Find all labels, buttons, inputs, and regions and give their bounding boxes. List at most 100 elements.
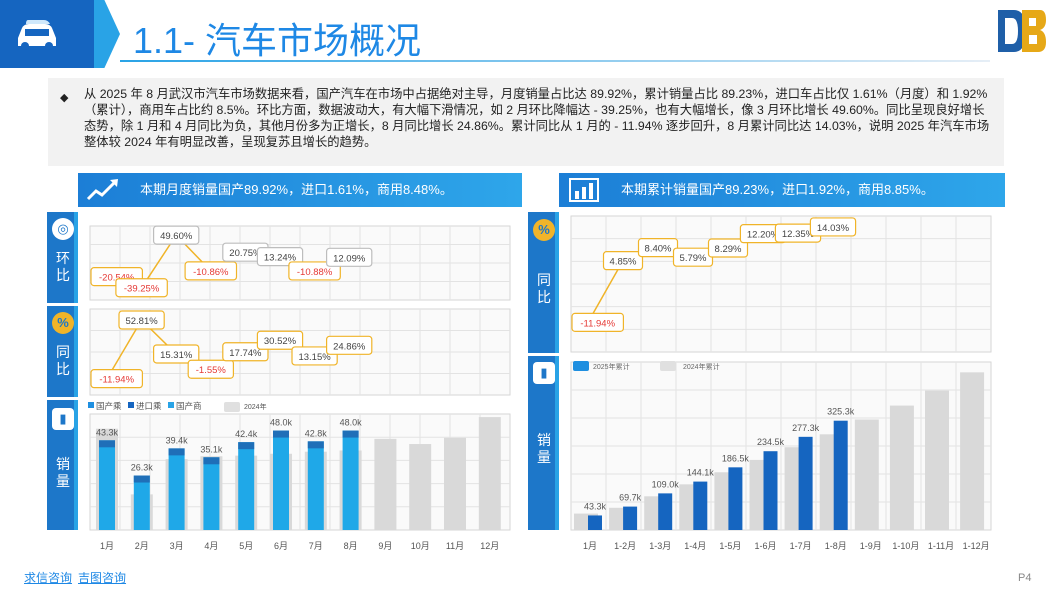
yoy-data-label-box xyxy=(291,346,338,366)
cum-bar-2025 xyxy=(798,436,813,530)
cum-x-tick-label: 1-5月 xyxy=(719,541,741,551)
bar-2025-top xyxy=(238,442,255,450)
x-tick-label: 5月 xyxy=(239,541,253,551)
cum-bar-2024 xyxy=(925,390,949,530)
bar-2025-top xyxy=(99,440,115,448)
cum-bar-2024 xyxy=(889,405,914,530)
mom-data-label-box xyxy=(326,247,373,267)
side-label-cum-sales: ▮ 销量 xyxy=(528,356,559,530)
cum-legend-swatch xyxy=(573,361,589,371)
cumyoy-data-label: -11.94% xyxy=(580,318,615,329)
side-label-cum-sales-text: 销量 xyxy=(537,432,551,465)
cum-legend-label: 2024年累计 xyxy=(683,362,720,371)
cum-legend-label: 2025年累计 xyxy=(593,362,630,371)
page-header: 1.1- 汽车市场概况 xyxy=(0,0,1053,68)
cumyoy-data-label-box xyxy=(571,312,625,332)
cum-x-tick-label: 1-6月 xyxy=(754,541,776,551)
cumyoy-data-label-box xyxy=(602,251,644,271)
cum-x-tick-label: 1-12月 xyxy=(963,541,990,551)
side-label-mom: ◎ 环比 xyxy=(47,212,78,303)
cumyoy-data-label: 12.20% xyxy=(747,230,780,241)
footer-brands: 求信咨询 吉图咨询 xyxy=(24,569,132,586)
right-banner: 本期累计销量国产89.23%，进口1.92%，商用8.85%。 xyxy=(559,173,1005,207)
monthly-legend-label: 国产乘 xyxy=(96,401,122,411)
cumyoy-data-label: 4.85% xyxy=(610,257,637,268)
monthly-legend-label: 进口乘 xyxy=(136,401,162,411)
x-tick-label: 4月 xyxy=(204,541,218,551)
mom-data-label: -10.86% xyxy=(193,267,229,278)
bar-2025 xyxy=(307,441,324,530)
x-tick-label: 1月 xyxy=(100,541,114,551)
cum-bar-value-label: 144.1k xyxy=(687,468,715,478)
side-label-yoy: % 同比 xyxy=(47,306,78,397)
cum-legend-swatch xyxy=(660,361,676,371)
yoy-data-label: 15.31% xyxy=(160,350,193,361)
title-underline xyxy=(120,60,990,62)
cum-bar-2025 xyxy=(658,493,673,530)
footer-brand-1[interactable]: 求信咨询 xyxy=(24,571,73,585)
bar-2025 xyxy=(238,442,255,530)
monthly-legend-swatch xyxy=(224,402,240,412)
yoy-data-label: -1.55% xyxy=(196,365,227,376)
left-banner-text: 本期月度销量国产89.92%，进口1.61%，商用8.48%。 xyxy=(140,182,453,197)
bar-2025 xyxy=(99,440,115,530)
bar-2025-top xyxy=(342,430,359,438)
percent-icon: % xyxy=(52,312,74,334)
x-tick-label: 11月 xyxy=(446,541,464,551)
x-tick-label: 3月 xyxy=(170,541,184,551)
bar-value-label: 43.3k xyxy=(96,427,119,437)
bar-2024 xyxy=(444,437,466,530)
cum-bar-value-label: 325.3k xyxy=(827,407,855,417)
bar-2025 xyxy=(273,430,289,530)
mom-data-label: -10.88% xyxy=(297,267,333,278)
mom-data-label-box xyxy=(153,225,200,245)
cum-x-tick-label: 1-3月 xyxy=(649,541,671,551)
yoy-data-label-box xyxy=(326,335,373,355)
cum-bar-value-label: 234.5k xyxy=(757,437,785,447)
mom-data-label: 13.24% xyxy=(264,253,297,264)
monthly-legend-swatch xyxy=(88,402,94,408)
cum-bar-2024 xyxy=(960,372,985,530)
footer-brand-2[interactable]: 吉图咨询 xyxy=(78,571,127,585)
percent-icon: % xyxy=(533,219,555,241)
bar-value-label: 42.8k xyxy=(305,428,328,438)
yoy-data-label-box xyxy=(256,330,304,350)
bar-value-label: 26.3k xyxy=(131,463,154,473)
bar-chart-icon: ▮ xyxy=(533,362,555,384)
left-banner: 本期月度销量国产89.92%，进口1.61%，商用8.48%。 xyxy=(78,173,522,207)
summary-box: ◆ 从 2025 年 8 月武汉市汽车市场数据来看，国产汽车在市场中占据绝对主导… xyxy=(48,78,1004,166)
bar-2025 xyxy=(203,457,220,530)
monthly-legend-swatch xyxy=(128,402,134,408)
side-label-mom-text: 环比 xyxy=(56,250,70,283)
cum-x-tick-label: 1-10月 xyxy=(892,541,919,551)
bar-2025-top xyxy=(273,430,289,438)
car-icon xyxy=(18,20,56,50)
cum-x-tick-label: 1-8月 xyxy=(825,541,847,551)
x-tick-label: 9月 xyxy=(378,541,392,551)
x-tick-label: 6月 xyxy=(274,541,288,551)
cum-bar-value-label: 277.3k xyxy=(792,423,820,433)
mom-data-label-box xyxy=(256,247,304,267)
cum-x-tick-label: 1月 xyxy=(583,541,597,551)
mom-data-label: 20.75% xyxy=(229,248,262,259)
yoy-data-label: 24.86% xyxy=(333,341,366,352)
side-label-cum-yoy-text: 同比 xyxy=(537,272,551,305)
bar-2024 xyxy=(409,444,432,530)
cum-bar-value-label: 109.0k xyxy=(652,479,680,489)
target-icon: ◎ xyxy=(52,218,74,240)
yoy-data-label: 13.15% xyxy=(298,352,331,363)
yoy-data-label-box xyxy=(187,359,234,379)
monthly-legend-label: 国产商 xyxy=(176,401,202,411)
yoy-data-label: 30.52% xyxy=(264,336,297,347)
bar-value-label: 48.0k xyxy=(340,418,363,428)
bar-2024 xyxy=(478,417,501,530)
bar-value-label: 39.4k xyxy=(166,435,189,445)
cum-x-tick-label: 1-9月 xyxy=(860,541,882,551)
mom-data-label: 49.60% xyxy=(160,231,193,242)
cum-bar-2025 xyxy=(693,481,708,530)
trend-up-icon xyxy=(86,179,118,201)
mom-data-label: -39.25% xyxy=(124,284,160,295)
x-tick-label: 2月 xyxy=(135,541,149,551)
page-number: P4 xyxy=(1018,572,1032,584)
